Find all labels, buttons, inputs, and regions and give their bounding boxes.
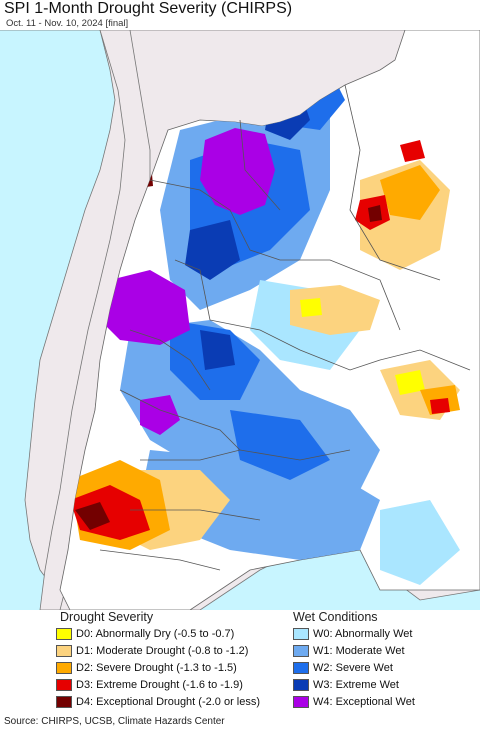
wet-swatch	[293, 679, 309, 691]
drought-swatch	[56, 662, 72, 674]
wet-legend-label: W0: Abnormally Wet	[313, 628, 413, 640]
drought-swatch	[56, 696, 72, 708]
drought-d2-region	[380, 165, 440, 220]
wet-legend-heading: Wet Conditions	[293, 610, 378, 624]
source-credit: Source: CHIRPS, UCSB, Climate Hazards Ce…	[4, 716, 225, 727]
wet-legend-item: W4: Exceptional Wet	[293, 695, 415, 709]
wet-swatch	[293, 628, 309, 640]
drought-legend-label: D3: Extreme Drought (-1.6 to -1.9)	[76, 679, 243, 691]
drought-d0-region	[395, 370, 425, 395]
drought-legend-item: D3: Extreme Drought (-1.6 to -1.9)	[56, 678, 243, 692]
drought-legend-heading: Drought Severity	[60, 610, 154, 624]
drought-legend-item: D0: Abnormally Dry (-0.5 to -0.7)	[56, 627, 234, 641]
admin-borders	[99, 84, 471, 571]
drought-d4-region	[75, 502, 110, 530]
wet-legend-label: W2: Severe Wet	[313, 662, 393, 674]
drought-legend-item: D2: Severe Drought (-1.3 to -1.5)	[56, 661, 237, 675]
drought-legend-label: D4: Exceptional Drought (-2.0 or less)	[76, 696, 261, 708]
drought-d4-region	[368, 205, 382, 222]
wet-legend-item: W3: Extreme Wet	[293, 678, 399, 692]
wet-legend-label: W4: Exceptional Wet	[313, 696, 415, 708]
wet-w3-region	[200, 330, 235, 370]
wet-w3-region	[185, 220, 240, 280]
wet-swatch	[293, 696, 309, 708]
drought-swatch	[56, 679, 72, 691]
drought-legend-item: D1: Moderate Drought (-0.8 to -1.2)	[56, 644, 248, 658]
wet-legend-item: W1: Moderate Wet	[293, 644, 405, 658]
wet-legend-label: W1: Moderate Wet	[313, 645, 405, 657]
map-subtitle: Oct. 11 - Nov. 10, 2024 [final]	[6, 18, 129, 29]
drought-legend-item: D4: Exceptional Drought (-2.0 or less)	[56, 695, 260, 709]
drought-legend-label: D0: Abnormally Dry (-0.5 to -0.7)	[76, 628, 235, 640]
wet-swatch	[293, 662, 309, 674]
wet-w4-region	[100, 270, 190, 345]
drought-map	[0, 30, 480, 610]
wet-legend-item: W0: Abnormally Wet	[293, 627, 412, 641]
map-svg	[0, 30, 480, 610]
wet-w2-region	[230, 410, 330, 480]
wet-legend-item: W2: Severe Wet	[293, 661, 393, 675]
drought-swatch	[56, 645, 72, 657]
drought-swatch	[56, 628, 72, 640]
drought-d3-region	[400, 140, 425, 162]
wet-swatch	[293, 645, 309, 657]
legend: Drought Severity Wet Conditions D0: Abno…	[0, 610, 480, 710]
wet-w0-region	[380, 500, 460, 585]
drought-d3-region	[430, 398, 450, 414]
drought-legend-label: D2: Severe Drought (-1.3 to -1.5)	[76, 662, 237, 674]
wet-legend-label: W3: Extreme Wet	[313, 679, 399, 691]
drought-legend-label: D1: Moderate Drought (-0.8 to -1.2)	[76, 645, 249, 657]
map-title: SPI 1-Month Drought Severity (CHIRPS)	[4, 0, 293, 17]
wet-w4-region	[200, 128, 275, 215]
drought-d1-region	[290, 285, 380, 335]
drought-d0-region	[300, 298, 322, 317]
